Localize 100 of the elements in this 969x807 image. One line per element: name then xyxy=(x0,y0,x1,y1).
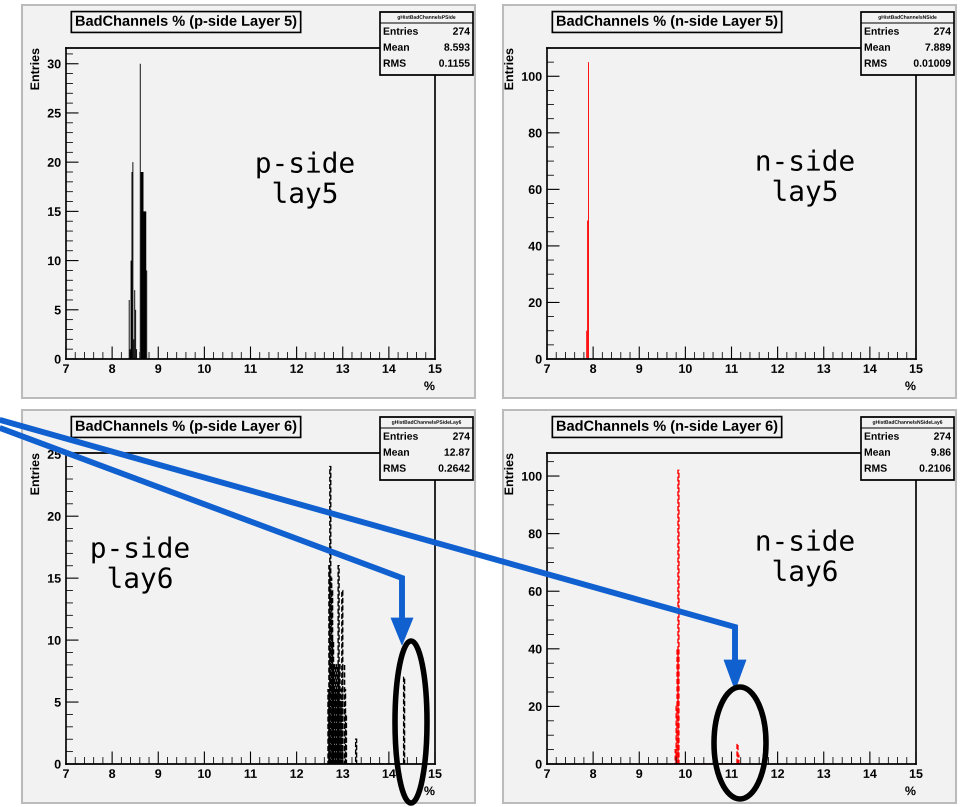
x-tick-label: 15 xyxy=(910,364,923,374)
x-tick-label: 12 xyxy=(771,364,784,373)
y-tick-label: 20 xyxy=(528,702,542,712)
text: 8.593 xyxy=(444,43,470,51)
x-tick-label: 13 xyxy=(336,769,350,778)
x-tick-label: 13 xyxy=(336,364,350,374)
text: Entries xyxy=(864,432,899,440)
y-tick-label: 20 xyxy=(48,158,61,167)
y-tick-label: 40 xyxy=(528,242,542,251)
chart-title: BadChannels % (p-side Layer 5) xyxy=(76,15,296,29)
y-tick-label: 5 xyxy=(54,698,61,707)
x-tick-label: 12 xyxy=(290,364,304,373)
x-tick-label: 10 xyxy=(679,364,692,374)
x-tick-label: 14 xyxy=(382,769,396,778)
text: 0.1155 xyxy=(439,59,470,67)
text: 12.87 xyxy=(444,448,470,456)
text: 7.889 xyxy=(925,43,951,51)
annotation: Mean xyxy=(384,448,409,456)
text: Entries xyxy=(864,27,899,35)
y-tick-label: 0 xyxy=(54,354,61,364)
y-tick-label: 20 xyxy=(528,298,542,308)
chart-title: BadChannels % (n-side Layer 5) xyxy=(556,15,778,29)
x-tick-label: 9 xyxy=(636,769,642,778)
x-tick-label: 12 xyxy=(771,769,784,778)
annotation: RMS xyxy=(864,59,887,67)
x-tick-label: 14 xyxy=(864,769,877,778)
x-tick-label: 11 xyxy=(244,769,257,778)
x-tick-label: 10 xyxy=(679,769,692,778)
y-tick-label: 60 xyxy=(528,185,542,194)
annotation: RMS xyxy=(384,464,406,472)
y-axis-title: Entries xyxy=(504,454,514,495)
y-tick-label: 10 xyxy=(48,636,61,645)
x-tick-label: 7 xyxy=(544,364,550,373)
text: 274 xyxy=(452,432,470,440)
x-tick-label: 9 xyxy=(636,364,642,374)
annotation: 0.01009 xyxy=(914,59,951,67)
annotation: Mean xyxy=(384,44,409,51)
y-tick-label: 5 xyxy=(54,306,61,314)
x-tick-label: 11 xyxy=(244,364,257,373)
x-tick-label: 11 xyxy=(726,769,738,778)
annotation: p-side lay5 xyxy=(257,152,354,209)
text: 9.86 xyxy=(931,448,951,456)
y-tick-label: 25 xyxy=(48,108,61,118)
text: 0.2106 xyxy=(920,464,951,472)
y-axis-title: Entries xyxy=(504,48,514,90)
x-tick-label: 7 xyxy=(63,769,69,778)
y-tick-label: 100 xyxy=(522,72,542,81)
y-tick-label: 80 xyxy=(528,128,542,138)
annotation: Mean xyxy=(864,448,890,456)
text: Entries xyxy=(384,27,418,35)
y-tick-label: 60 xyxy=(528,587,542,596)
x-tick-label: 10 xyxy=(198,364,211,374)
x-tick-label: 15 xyxy=(428,364,442,374)
x-tick-label: 9 xyxy=(155,769,162,778)
text: 274 xyxy=(452,27,470,35)
x-tick-label: 13 xyxy=(818,364,830,374)
x-axis-title: % xyxy=(905,786,916,796)
y-tick-label: 20 xyxy=(48,512,61,521)
annotation: n-side lay5 xyxy=(757,150,854,207)
y-tick-label: 30 xyxy=(48,60,61,68)
text: 0.2642 xyxy=(438,464,470,472)
y-tick-label: 40 xyxy=(528,644,542,654)
x-tick-label: 13 xyxy=(818,769,830,778)
y-axis-title: Entries xyxy=(30,454,40,495)
text: 274 xyxy=(934,432,951,440)
y-axis-title: Entries xyxy=(30,48,40,90)
x-tick-label: 8 xyxy=(590,364,596,374)
x-tick-label: 8 xyxy=(590,769,596,778)
y-tick-label: 0 xyxy=(536,760,542,769)
annotation: Mean xyxy=(864,44,890,51)
x-axis-title: % xyxy=(424,786,435,796)
x-tick-label: 14 xyxy=(382,364,396,373)
annotation: RMS xyxy=(384,59,406,67)
x-tick-label: 7 xyxy=(63,364,69,373)
y-tick-label: 100 xyxy=(522,472,542,481)
x-tick-label: 8 xyxy=(109,364,116,374)
text: 274 xyxy=(934,27,951,35)
chart-title: BadChannels % (p-side Layer 6) xyxy=(76,420,296,434)
y-tick-label: 0 xyxy=(54,760,61,769)
y-tick-label: 10 xyxy=(48,256,61,266)
x-tick-label: 7 xyxy=(544,769,550,778)
text: Entries xyxy=(384,432,418,440)
x-tick-label: 12 xyxy=(290,769,304,778)
annotation: RMS xyxy=(864,464,887,472)
x-tick-label: 15 xyxy=(910,769,923,778)
x-tick-label: 15 xyxy=(428,769,442,778)
x-tick-label: 9 xyxy=(155,364,162,374)
x-tick-label: 8 xyxy=(109,769,116,778)
chart-title: BadChannels % (n-side Layer 6) xyxy=(556,420,778,434)
annotation: p-side lay6 xyxy=(92,536,189,594)
annotation: n-side lay6 xyxy=(757,530,854,587)
y-tick-label: 15 xyxy=(48,207,61,216)
x-axis-title: % xyxy=(905,381,916,390)
x-tick-label: 11 xyxy=(726,364,738,373)
x-tick-label: 10 xyxy=(198,769,211,778)
x-axis-title: % xyxy=(424,381,435,390)
y-tick-label: 0 xyxy=(536,354,542,364)
y-tick-label: 15 xyxy=(48,574,61,583)
x-tick-label: 14 xyxy=(864,364,877,373)
y-tick-label: 80 xyxy=(528,529,542,538)
